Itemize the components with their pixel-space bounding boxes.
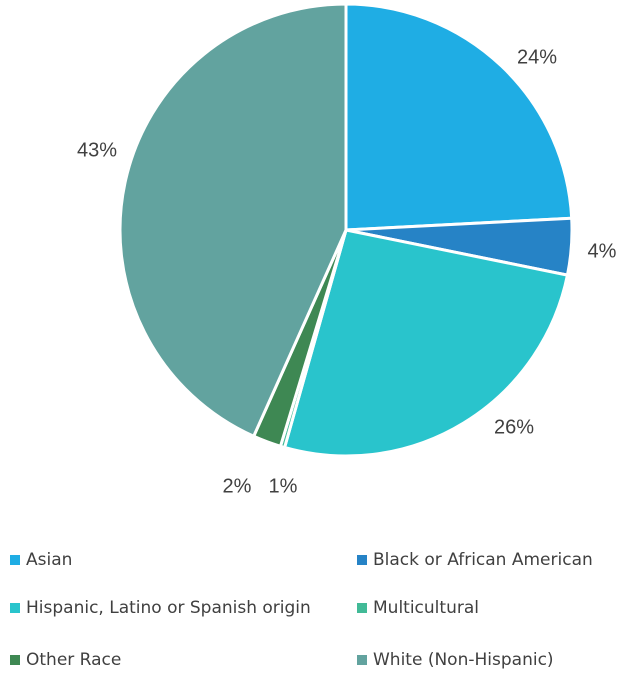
pie-slice-hispanic-latino-or-spanish-origin [283, 228, 569, 458]
legend-swatch-other-race [10, 655, 20, 665]
legend-label-black: Black or African American [373, 550, 593, 570]
pie-chart: 24% 4% 26% 2% 43% 1% [77, 2, 617, 497]
legend-swatch-black [357, 555, 367, 565]
data-label-white-non-hispanic: 43% [77, 139, 117, 161]
legend-item-hispanic: Hispanic, Latino or Spanish origin [10, 596, 311, 620]
data-label-black-or-african-american: 4% [588, 240, 617, 262]
legend-label-asian: Asian [26, 550, 73, 570]
data-label-other-race: 2% [223, 475, 252, 497]
legend-item-black: Black or African American [357, 548, 593, 572]
data-label-hispanic-latino-or-spanish-origin: 26% [494, 416, 534, 438]
legend-label-multicultural: Multicultural [373, 598, 479, 618]
pie-slice-asian [344, 2, 574, 232]
legend-swatch-hispanic [10, 603, 20, 613]
legend-label-hispanic: Hispanic, Latino or Spanish origin [26, 598, 311, 618]
legend-swatch-white [357, 655, 367, 665]
legend-item-asian: Asian [10, 548, 72, 572]
data-label-asian: 24% [517, 46, 557, 68]
data-label-extra: 1% [269, 475, 298, 497]
legend-item-white: White (Non-Hispanic) [357, 648, 554, 672]
pie-slice-white-non-hispanic [118, 2, 348, 438]
legend: Asian Black or African American Hispanic… [0, 530, 626, 674]
legend-item-multicultural: Multicultural [357, 596, 479, 620]
legend-swatch-asian [10, 555, 20, 565]
legend-swatch-multicultural [357, 603, 367, 613]
legend-label-white: White (Non-Hispanic) [373, 650, 554, 670]
legend-label-other-race: Other Race [26, 650, 122, 670]
legend-item-other-race: Other Race [10, 648, 121, 672]
